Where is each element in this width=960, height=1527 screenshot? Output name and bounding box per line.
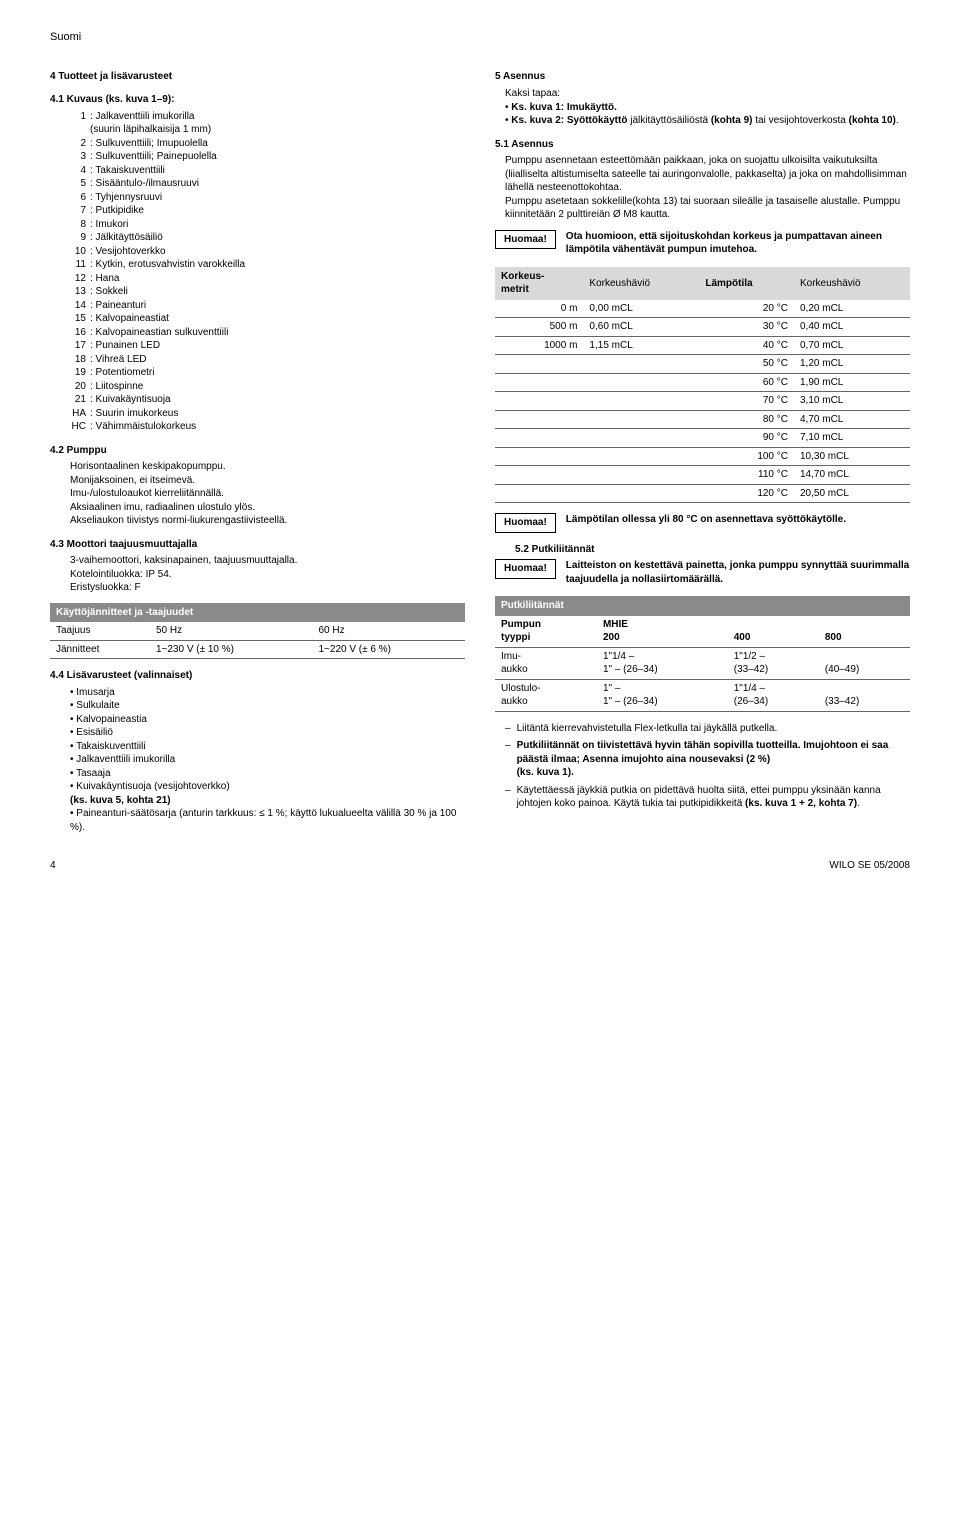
note-1-text: Ota huomioon, että sijoituskohdan korkeu… [566,230,910,257]
list-item: 3: Sulkuventtiili; Painepuolella [70,150,465,164]
section-5-title: 5 Asennus [495,70,910,84]
list-item: Paineanturi-säätösarja (anturin tarkkuus… [70,807,465,834]
section-4-2-body: Horisontaalinen keskipakopumppu.Monijaks… [70,460,465,528]
list-item: Jalkaventtiili imukorilla [70,753,465,767]
list-item: Sulkulaite [70,699,465,713]
list-item: –Putkiliitännät on tiivistettävä hyvin t… [505,739,910,780]
section-4-4-title: 4.4 Lisävarusteet (valinnaiset) [50,669,465,683]
section-4-3-body: 3-vaihemoottori, kaksinapainen, taajuusm… [70,554,465,595]
list-item: 7: Putkipidike [70,204,465,218]
list-item: 11: Kytkin, erotusvahvistin varokkeilla [70,258,465,272]
voltage-table-header: Käyttöjännitteet ja -taajuudet [50,603,465,623]
list-item: 9: Jälkitäyttösäiliö [70,231,465,245]
footer-imprint: WILO SE 05/2008 [829,859,910,873]
list-item: 18: Vihreä LED [70,353,465,367]
list-item: Kalvopaineastia [70,713,465,727]
list-item: 4: Takaiskuventtiili [70,164,465,178]
list-item: Tasaaja [70,767,465,781]
parts-list: 1: Jalkaventtiili imukorilla (suurin läp… [70,110,465,434]
main-columns: 4 Tuotteet ja lisävarusteet 4.1 Kuvaus (… [50,70,910,835]
list-item: Esisäiliö [70,726,465,740]
pipe-table: Putkiliitännät Pumpun tyyppiMHIE 200 400… [495,596,910,712]
list-item: Takaiskuventtiili [70,740,465,754]
left-column: 4 Tuotteet ja lisävarusteet 4.1 Kuvaus (… [50,70,465,835]
page-header: Suomi [50,30,910,45]
section-5-1-title: 5.1 Asennus [495,138,910,152]
altitude-table: Korkeus- metritKorkeushäviöLämpötilaKork… [495,267,910,504]
note-1-tag: Huomaa! [495,230,556,250]
list-item: 6: Tyhjennysruuvi [70,191,465,205]
voltage-table: Käyttöjännitteet ja -taajuudet Taajuus50… [50,603,465,660]
list-item: Imusarja [70,686,465,700]
list-item: 10: Vesijohtoverkko [70,245,465,259]
accessories-list: ImusarjaSulkulaiteKalvopaineastiaEsisäil… [70,686,465,835]
section-4-2-title: 4.2 Pumppu [50,444,465,458]
list-item: 14: Paineanturi [70,299,465,313]
page-footer: 4 WILO SE 05/2008 [50,859,910,873]
section-5-1-body: Pumppu asennetaan esteettömään paikkaan,… [505,154,910,222]
note-2: Huomaa! Lämpötilan ollessa yli 80 °C on … [495,513,910,533]
list-item: HA: Suurin imukorkeus [70,407,465,421]
list-item: –Liitäntä kierrevahvistetulla Flex-letku… [505,722,910,736]
list-item: 1: Jalkaventtiili imukorilla (suurin läp… [70,110,465,137]
list-item: –Käytettäessä jäykkiä putkia on pidettäv… [505,784,910,811]
list-item: HC: Vähimmäistulokorkeus [70,420,465,434]
list-item: 21: Kuivakäyntisuoja [70,393,465,407]
pipe-table-header: Putkiliitännät [495,596,910,616]
section-4-1-title: 4.1 Kuvaus (ks. kuva 1–9): [50,93,465,107]
note-3: Huomaa! Laitteiston on kestettävä painet… [495,559,910,586]
note-2-tag: Huomaa! [495,513,556,533]
list-item: 2: Sulkuventtiili; Imupuolella [70,137,465,151]
list-item: Kuivakäyntisuoja (vesijohtoverkko) (ks. … [70,780,465,807]
right-column: 5 Asennus Kaksi tapaa:• Ks. kuva 1: Imuk… [495,70,910,835]
list-item: 20: Liitospinne [70,380,465,394]
note-2-text: Lämpötilan ollessa yli 80 °C on asennett… [566,513,846,527]
pipe-notes-list: –Liitäntä kierrevahvistetulla Flex-letku… [505,722,910,811]
section-4-title: 4 Tuotteet ja lisävarusteet [50,70,465,84]
list-item: 15: Kalvopaineastiat [70,312,465,326]
list-item: 19: Potentiometri [70,366,465,380]
list-item: 5: Sisääntulo-/ilmausruuvi [70,177,465,191]
section-4-3-title: 4.3 Moottori taajuusmuuttajalla [50,538,465,552]
list-item: 16: Kalvopaineastian sulkuventtiili [70,326,465,340]
list-item: 8: Imukori [70,218,465,232]
list-item: 12: Hana [70,272,465,286]
list-item: 17: Punainen LED [70,339,465,353]
section-5-intro: Kaksi tapaa:• Ks. kuva 1: Imukäyttö.• Ks… [505,87,910,128]
note-3-tag: Huomaa! [495,559,556,579]
page-number: 4 [50,859,56,873]
note-1: Huomaa! Ota huomioon, että sijoituskohda… [495,230,910,257]
list-item: 13: Sokkeli [70,285,465,299]
section-5-2-title: 5.2 Putkiliitännät [515,543,910,557]
note-3-text: Laitteiston on kestettävä painetta, jonk… [566,559,910,586]
